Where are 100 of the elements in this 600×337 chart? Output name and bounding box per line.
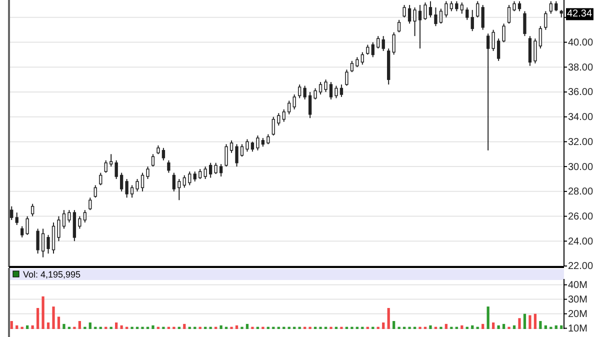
candlestick	[470, 9, 474, 32]
candlestick	[172, 172, 176, 192]
candlestick	[230, 140, 234, 154]
y-tick-label: 26.00	[568, 211, 594, 222]
candlestick	[288, 100, 291, 115]
y-tick-label: 30.00	[568, 162, 594, 173]
candlestick	[466, 6, 469, 20]
candlestick	[130, 184, 134, 198]
candlestick	[382, 36, 385, 52]
candlestick	[214, 162, 218, 175]
candlestick	[62, 210, 66, 230]
candlestick	[282, 108, 286, 122]
chart-title: Vol: 4,195,995	[23, 270, 81, 280]
candlestick	[120, 172, 124, 192]
y-tick-label: 10M	[568, 323, 588, 334]
candlestick	[534, 38, 537, 64]
candlestick	[408, 4, 412, 24]
candlestick	[329, 82, 333, 100]
candlestick	[136, 178, 139, 192]
candlestick	[444, 0, 448, 18]
candlestick	[544, 10, 548, 30]
candlestick	[428, 0, 432, 18]
candlestick	[502, 23, 506, 43]
candlestick	[26, 216, 29, 236]
candlestick	[83, 210, 86, 223]
candlestick	[266, 134, 270, 145]
candlestick	[324, 79, 328, 92]
candlestick	[554, 0, 558, 12]
candlestick	[460, 2, 464, 14]
candlestick	[188, 171, 192, 186]
candlestick	[15, 212, 18, 226]
y-tick-label: 30M	[568, 294, 588, 306]
y-tick-label: 38.00	[568, 62, 594, 74]
y-tick-label: 32.00	[568, 136, 594, 148]
y-tick-label: 24.00	[568, 236, 594, 248]
candlestick	[151, 154, 155, 168]
candlestick	[424, 2, 427, 20]
candlestick	[314, 88, 317, 100]
candlestick	[110, 154, 113, 168]
candlestick	[78, 216, 82, 230]
candlestick	[41, 228, 45, 258]
candlestick	[303, 85, 306, 100]
candlestick	[298, 84, 302, 99]
candlestick	[68, 210, 71, 223]
candlestick	[476, 0, 480, 18]
candlestick	[30, 203, 34, 217]
annotation: 42.34	[567, 8, 592, 20]
candlestick	[350, 60, 354, 73]
candlestick	[36, 228, 40, 254]
candlestick	[256, 134, 260, 151]
y-tick-label: 34.00	[568, 112, 594, 124]
candlestick	[507, 4, 511, 24]
y-tick-label: 36.00	[568, 87, 594, 98]
candlestick	[418, 4, 422, 49]
candlestick	[104, 160, 108, 174]
candlestick	[334, 85, 338, 99]
y-tick-label: 20M	[568, 308, 588, 320]
candlestick	[397, 19, 401, 33]
candlestick	[308, 91, 312, 119]
candlestick	[167, 160, 170, 174]
candlestick	[140, 172, 144, 192]
candlestick	[250, 141, 254, 152]
candlestick	[523, 10, 526, 37]
candlestick	[88, 197, 92, 211]
candlestick	[219, 164, 223, 178]
candlestick	[486, 33, 490, 151]
y-tick-label: 22.00	[568, 261, 594, 272]
candlestick	[518, 0, 522, 12]
candlestick	[292, 94, 296, 110]
candlestick	[204, 166, 207, 180]
candlestick	[345, 69, 348, 86]
candlestick	[277, 112, 280, 126]
candlestick	[114, 160, 118, 180]
candlestick	[10, 206, 14, 221]
candlestick	[402, 4, 406, 18]
candlestick	[94, 184, 97, 198]
candlestick	[246, 138, 249, 152]
candlestick	[538, 26, 542, 49]
candlestick	[455, 0, 458, 12]
candlestick	[492, 29, 495, 52]
candlestick	[528, 36, 532, 66]
candlestick	[198, 168, 202, 180]
candlestick	[272, 116, 275, 136]
candlestick	[318, 82, 322, 95]
candlestick	[178, 178, 181, 201]
candlestick	[224, 144, 228, 168]
candlestick	[57, 216, 60, 242]
candlestick	[46, 234, 50, 254]
candlestick	[366, 44, 370, 56]
candlestick	[235, 144, 238, 168]
candlestick	[549, 0, 552, 14]
candlestick	[356, 56, 359, 68]
candlestick	[376, 36, 380, 49]
candlestick	[125, 178, 128, 198]
candlestick	[413, 6, 416, 37]
candlestick	[360, 52, 364, 66]
candlestick	[52, 222, 56, 254]
candlestick	[371, 42, 374, 58]
candlestick	[481, 4, 484, 30]
candlestick	[434, 6, 438, 27]
